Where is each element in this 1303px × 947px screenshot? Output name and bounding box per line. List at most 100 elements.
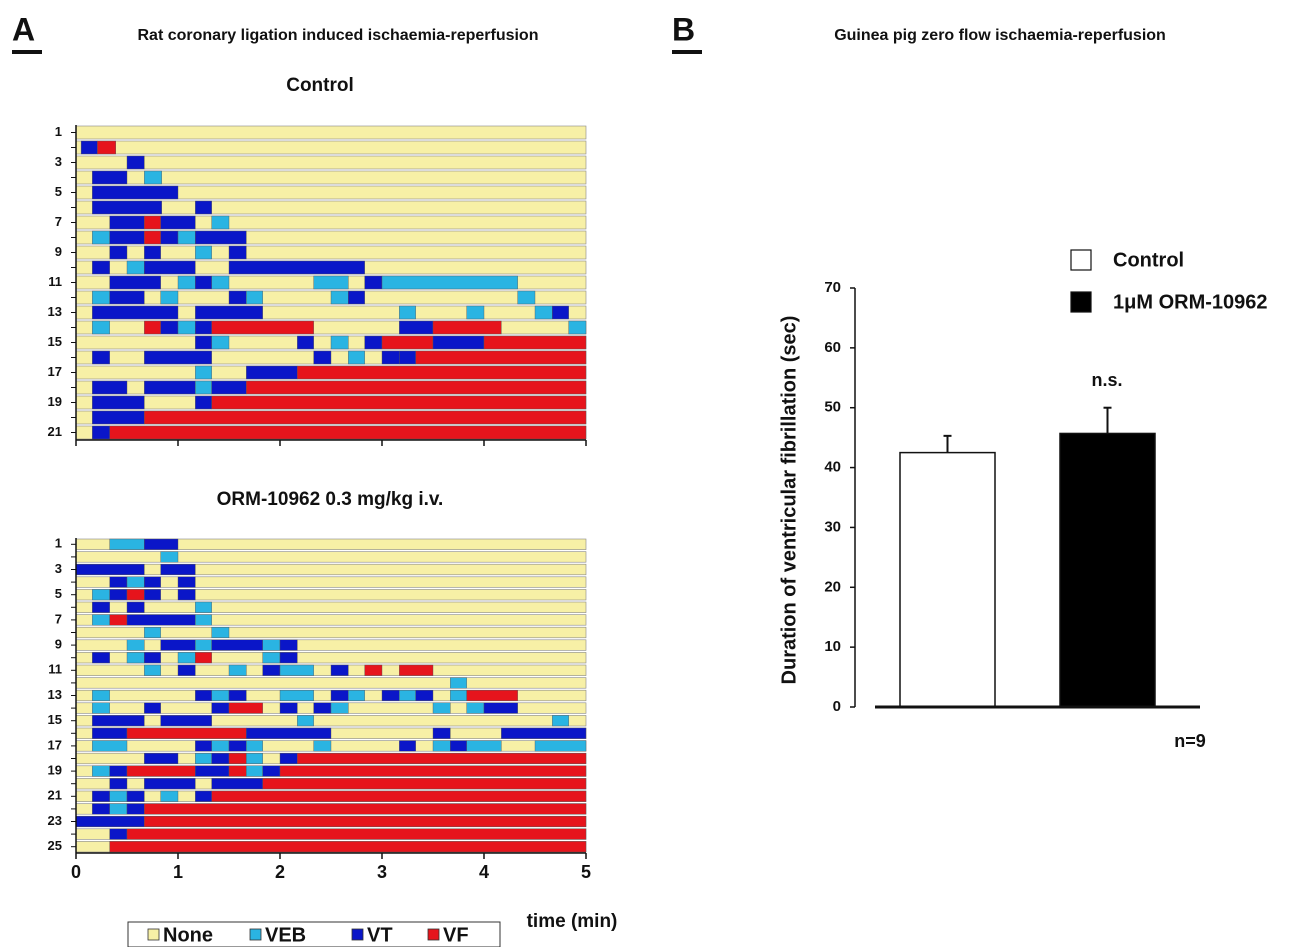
arrhythmia-segment <box>279 753 298 765</box>
arrhythmia-segment <box>92 614 110 626</box>
arrhythmia-segment <box>144 803 587 815</box>
arrhythmia-segment <box>432 702 451 714</box>
row-background <box>75 563 587 576</box>
row-label: 9 <box>55 637 62 652</box>
y-tick-label: 60 <box>824 339 841 356</box>
arrhythmia-segment <box>109 778 128 790</box>
arrhythmia-segment <box>195 639 212 651</box>
arrhythmia-segment <box>195 230 247 245</box>
arrhythmia-segment <box>450 677 467 689</box>
arrhythmia-segment <box>109 245 128 260</box>
arrhythmia-segment <box>144 627 161 639</box>
arrhythmia-segment <box>80 140 98 155</box>
arrhythmia-segment <box>313 702 332 714</box>
arrhythmia-segment <box>92 702 110 714</box>
arrhythmia-segment <box>92 260 110 275</box>
row-label: 15 <box>48 712 62 727</box>
legend-swatch <box>1070 249 1092 271</box>
arrhythmia-segment <box>160 639 196 651</box>
legend-swatch <box>1070 291 1092 313</box>
arrhythmia-segment <box>75 816 145 828</box>
row-label: 7 <box>55 214 62 229</box>
arrhythmia-segment <box>211 395 587 410</box>
row-background <box>75 677 587 689</box>
arrhythmia-segment <box>466 690 518 702</box>
arrhythmia-segment <box>450 690 467 702</box>
arrhythmia-segment <box>552 305 569 320</box>
arrhythmia-segment <box>279 652 298 664</box>
arrhythmia-segment <box>211 778 263 790</box>
arrhythmia-segment <box>262 652 281 664</box>
arrhythmia-segment <box>211 335 230 350</box>
row-background <box>75 715 587 727</box>
arrhythmia-segment <box>195 395 212 410</box>
arrhythmia-segment <box>211 753 230 765</box>
arrhythmia-segment <box>126 155 145 170</box>
arrhythmia-segment <box>415 690 434 702</box>
arrhythmia-segment <box>279 702 298 714</box>
legend-swatch <box>351 928 364 941</box>
arrhythmia-segment <box>381 275 518 290</box>
arrhythmia-segment <box>211 639 263 651</box>
annotation: n.s. <box>1091 370 1122 390</box>
row-background <box>75 155 587 170</box>
legend-label: 1μM ORM-10962 <box>1113 291 1268 313</box>
arrhythmia-segment <box>415 350 587 365</box>
arrhythmia-segment <box>195 614 212 626</box>
arrhythmia-segment <box>279 765 587 777</box>
arrhythmia-segment <box>228 245 247 260</box>
arrhythmia-segment <box>109 215 145 230</box>
arrhythmia-segment <box>160 215 196 230</box>
arrhythmia-segment <box>364 275 383 290</box>
arrhythmia-segment <box>195 380 212 395</box>
arrhythmia-segment <box>144 215 161 230</box>
arrhythmia-segment <box>432 727 451 739</box>
arrhythmia-segment <box>144 170 162 185</box>
arrhythmia-segment <box>364 664 383 676</box>
arrhythmia-segment <box>177 664 196 676</box>
arrhythmia-segment <box>109 589 128 601</box>
arrhythmia-segment <box>466 702 485 714</box>
x-tick-label: 5 <box>581 862 591 882</box>
arrhythmia-segment <box>262 639 281 651</box>
arrhythmia-segment <box>195 335 212 350</box>
row-background <box>75 125 587 140</box>
arrhythmia-segment <box>144 589 161 601</box>
legend-label: VT <box>367 924 393 946</box>
arrhythmia-segment <box>534 305 553 320</box>
arrhythmia-segment <box>279 664 314 676</box>
arrhythmia-segment <box>126 260 145 275</box>
arrhythmia-segment <box>195 790 212 802</box>
arrhythmia-segment <box>399 690 416 702</box>
panel-underline <box>12 50 42 54</box>
y-tick-label: 30 <box>824 518 841 535</box>
arrhythmia-segment <box>160 551 179 563</box>
legend-swatch <box>249 928 262 941</box>
arrhythmia-segment <box>160 320 179 335</box>
arrhythmia-segment <box>126 601 145 613</box>
x-axis-label: time (min) <box>527 911 618 932</box>
row-label: 21 <box>48 424 62 439</box>
arrhythmia-segment <box>330 690 349 702</box>
arrhythmia-segment <box>92 765 110 777</box>
y-tick-label: 40 <box>824 459 841 476</box>
arrhythmia-segment <box>195 652 212 664</box>
arrhythmia-segment <box>399 320 434 335</box>
row-label: 17 <box>48 737 62 752</box>
arrhythmia-segment <box>144 350 212 365</box>
y-axis-label: Duration of ventricular fibrillation (se… <box>778 316 800 685</box>
arrhythmia-segment <box>177 320 196 335</box>
arrhythmia-segment <box>92 803 110 815</box>
row-label: 21 <box>48 788 62 803</box>
y-tick-label: 50 <box>824 399 841 416</box>
arrhythmia-segment <box>297 753 587 765</box>
arrhythmia-segment <box>211 380 247 395</box>
arrhythmia-segment <box>313 740 332 752</box>
arrhythmia-segment <box>109 790 128 802</box>
arrhythmia-segment <box>109 538 145 550</box>
arrhythmia-segment <box>92 320 110 335</box>
legend-box <box>127 921 501 947</box>
x-tick-label: 1 <box>173 862 183 882</box>
arrhythmia-segment <box>211 740 230 752</box>
